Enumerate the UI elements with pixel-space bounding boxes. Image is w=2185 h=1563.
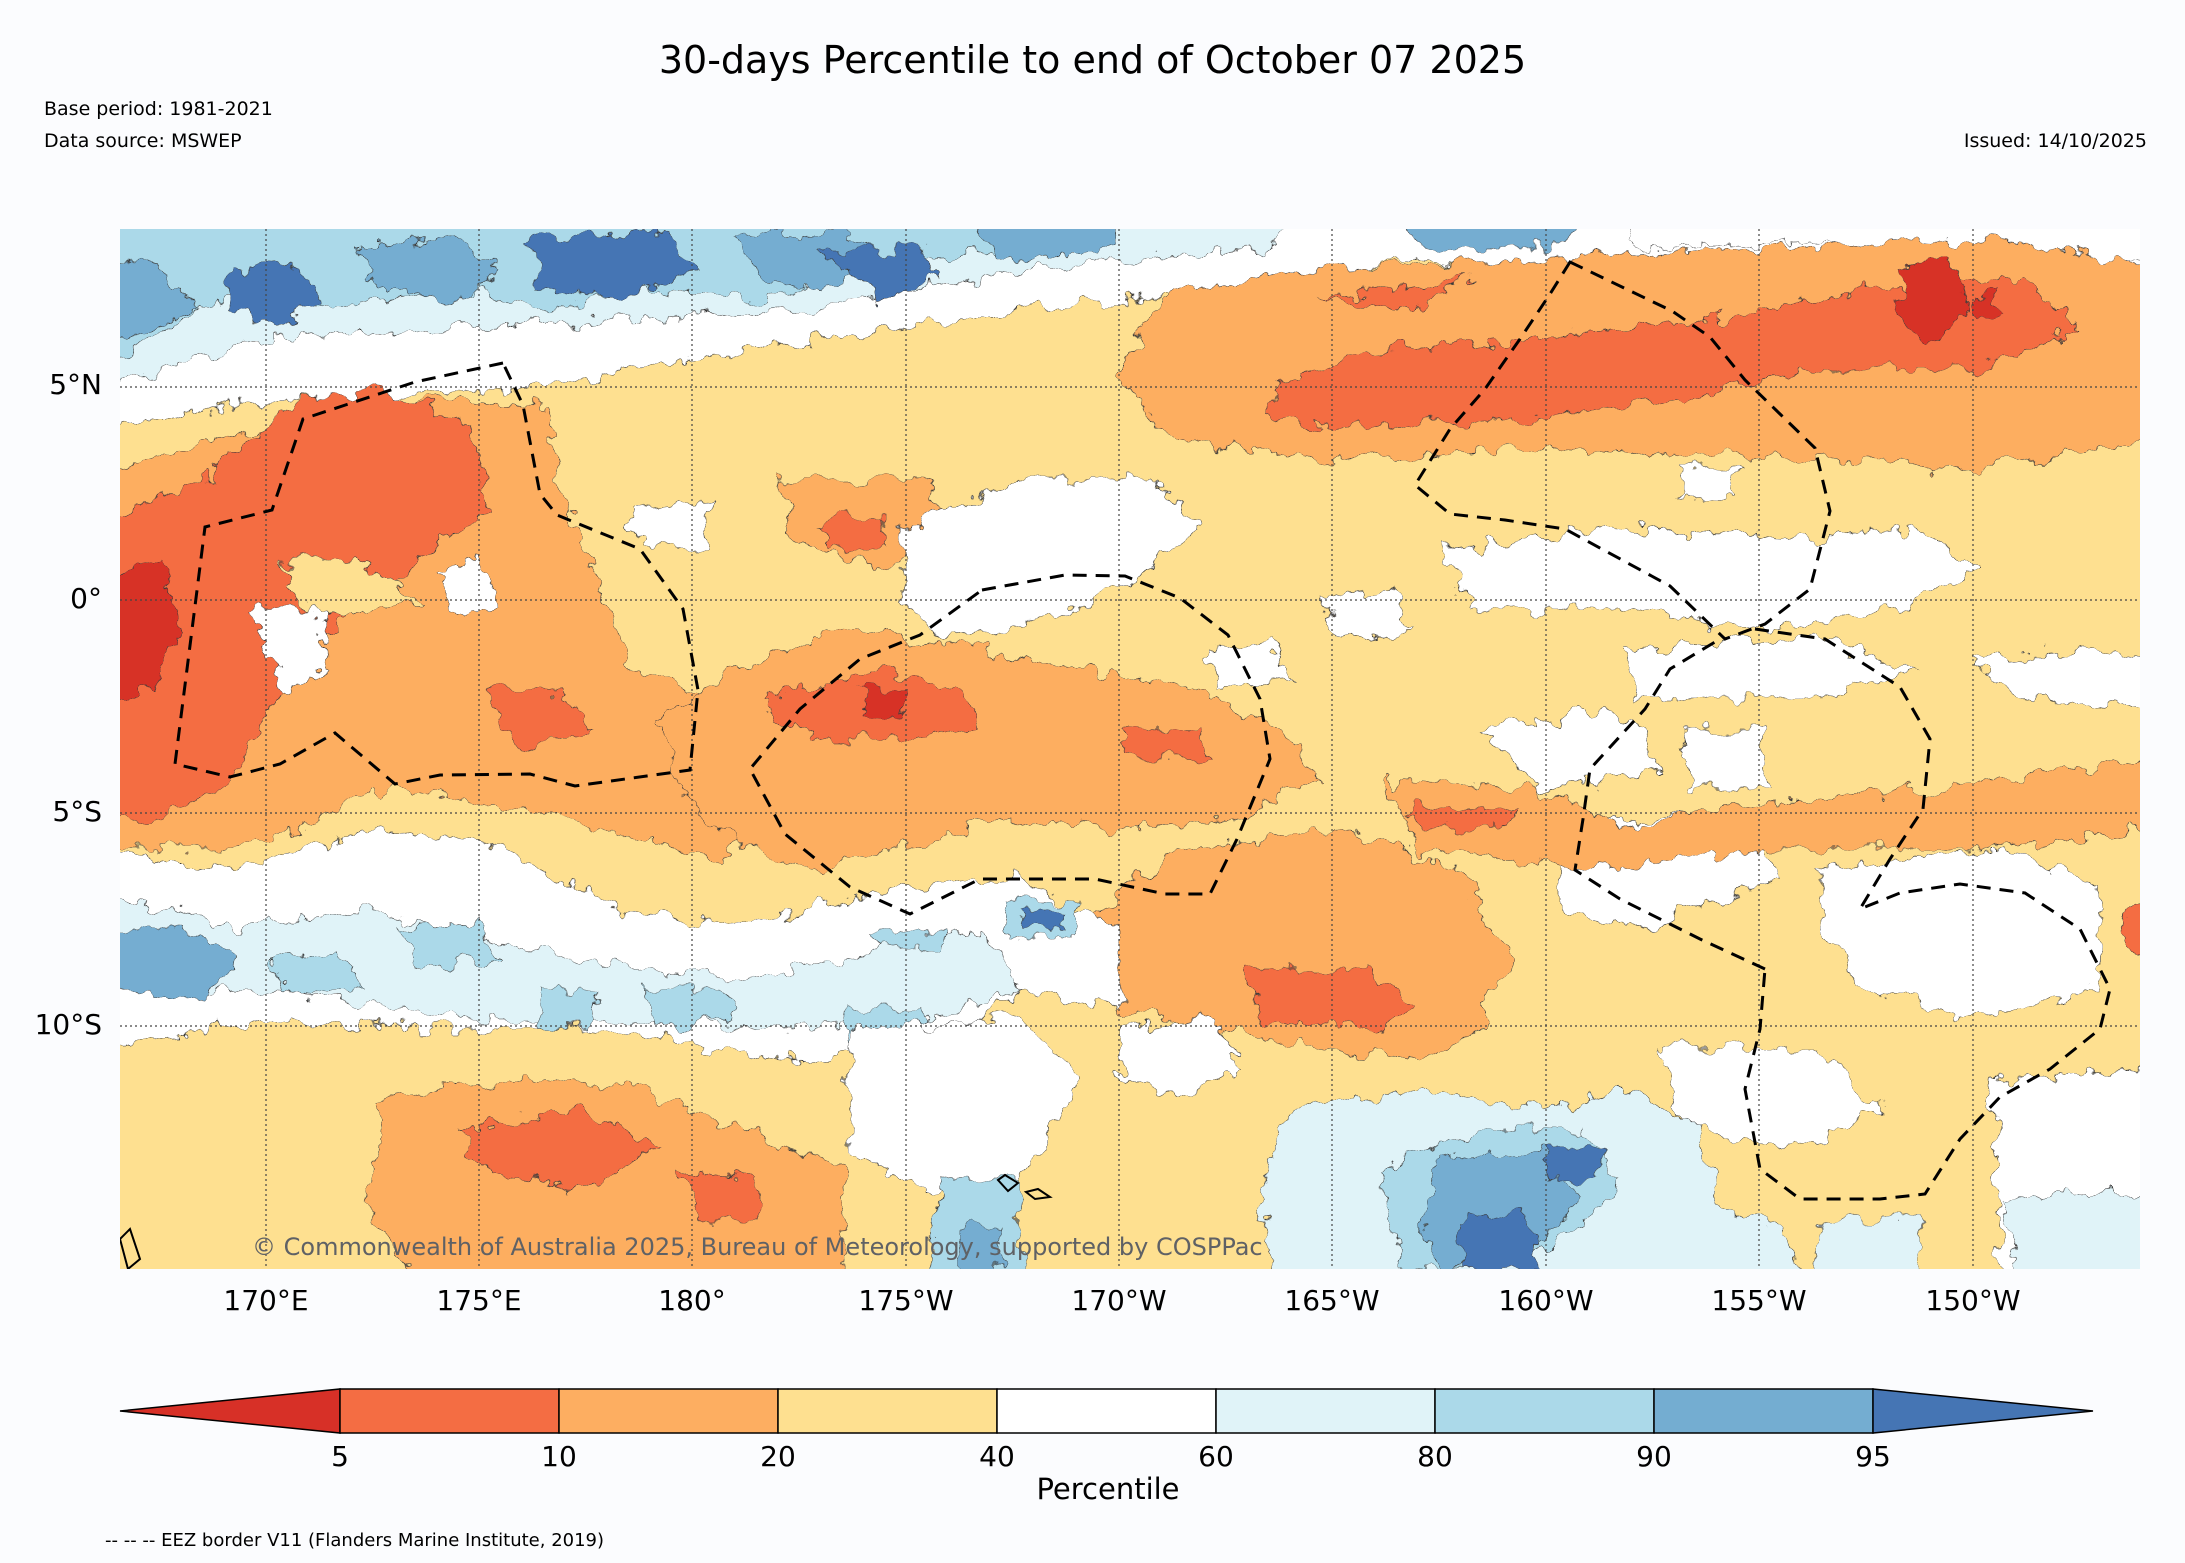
colorbar-segment-90-95 — [1653, 1388, 1874, 1434]
colorbar-extend-low — [119, 1388, 341, 1434]
colorbar-tick-10: 10 — [541, 1440, 577, 1473]
issued-date: Issued: 14/10/2025 — [1963, 130, 2147, 152]
colorbar-tick-90: 90 — [1636, 1440, 1672, 1473]
eez-border-line-islands[interactable] — [1413, 260, 1832, 641]
colorbar-segment-60-80 — [1215, 1388, 1436, 1434]
eez-border-line-south[interactable] — [1743, 627, 2112, 1201]
colorbar-tick-5: 5 — [331, 1440, 349, 1473]
band-north-darkorange — [1269, 278, 2081, 430]
colorbar-tick-20: 20 — [760, 1440, 796, 1473]
colorbar-segment-80-90 — [1434, 1388, 1655, 1434]
eez-borders[interactable] — [173, 260, 2112, 1201]
colorbar-tick-95: 95 — [1855, 1440, 1891, 1473]
lat-label-0: 0° — [70, 582, 102, 615]
lon-label-175w: 175°W — [858, 1284, 954, 1317]
lat-label-5s: 5°S — [52, 795, 102, 828]
colorbar-segment-40-60 — [996, 1388, 1217, 1434]
colorbar-label: Percentile — [1036, 1472, 1180, 1506]
graticule — [120, 229, 2140, 1269]
colorbar-tick-40: 40 — [979, 1440, 1015, 1473]
lat-label-5n: 5°N — [49, 368, 102, 401]
lon-label-160w: 160°W — [1498, 1284, 1594, 1317]
percentile-map — [120, 229, 2140, 1269]
copyright-notice: © Commonwealth of Australia 2025, Bureau… — [252, 1233, 1263, 1261]
colorbar-extend-high — [1872, 1388, 2094, 1434]
eez-border-kiribati-gilbert[interactable] — [173, 361, 700, 788]
islands — [120, 1173, 1053, 1269]
eez-border-phoenix[interactable] — [748, 573, 1272, 916]
lon-label-170e: 170°E — [223, 1284, 309, 1317]
eez-border-cook-north[interactable] — [1573, 637, 1766, 971]
lon-label-175e: 175°E — [436, 1284, 522, 1317]
colorbar-tick-80: 80 — [1417, 1440, 1453, 1473]
colorbar-segment-5-10 — [339, 1388, 560, 1434]
map-panel — [120, 229, 2140, 1269]
lon-label-155w: 155°W — [1711, 1284, 1807, 1317]
eez-border-legend: -- -- -- EEZ border V11 (Flanders Marine… — [105, 1530, 605, 1551]
colorbar-tick-60: 60 — [1198, 1440, 1234, 1473]
lon-label-180: 180° — [658, 1284, 726, 1317]
lon-label-170w: 170°W — [1071, 1284, 1167, 1317]
lon-label-150w: 150°W — [1925, 1284, 2021, 1317]
colorbar-segment-20-40 — [777, 1388, 998, 1434]
central-white-patch — [899, 478, 1201, 640]
lat-label-10s: 10°S — [34, 1008, 102, 1041]
colorbar-segment-10-20 — [558, 1388, 779, 1434]
lon-label-165w: 165°W — [1284, 1284, 1380, 1317]
base-period: Base period: 1981-2021 — [44, 98, 273, 120]
map-title: 30-days Percentile to end of October 07 … — [658, 38, 1527, 82]
data-source: Data source: MSWEP — [44, 130, 242, 152]
